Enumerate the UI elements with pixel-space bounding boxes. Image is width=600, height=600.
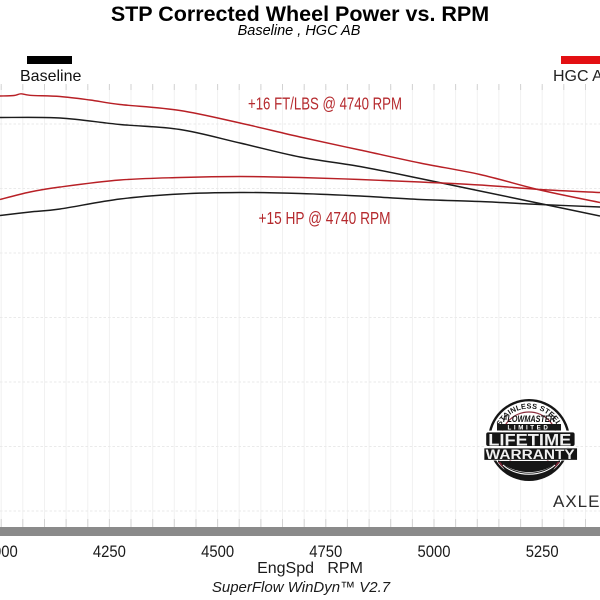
svg-text:LIMITED: LIMITED — [508, 425, 551, 432]
svg-text:+15 HP @ 4740 RPM: +15 HP @ 4740 RPM — [259, 208, 391, 228]
svg-text:4000: 4000 — [0, 542, 18, 561]
svg-text:LIFETIME: LIFETIME — [488, 431, 571, 450]
svg-text:FLOWMASTER: FLOWMASTER — [503, 414, 555, 424]
svg-text:4250: 4250 — [93, 542, 126, 561]
svg-text:5000: 5000 — [418, 542, 451, 561]
svg-text:WARRANTY: WARRANTY — [486, 447, 575, 462]
svg-text:5250: 5250 — [526, 542, 559, 561]
svg-text:4750: 4750 — [309, 542, 342, 561]
svg-text:+16 FT/LBS @ 4740 RPM: +16 FT/LBS @ 4740 RPM — [248, 94, 402, 114]
svg-text:4500: 4500 — [201, 542, 234, 561]
